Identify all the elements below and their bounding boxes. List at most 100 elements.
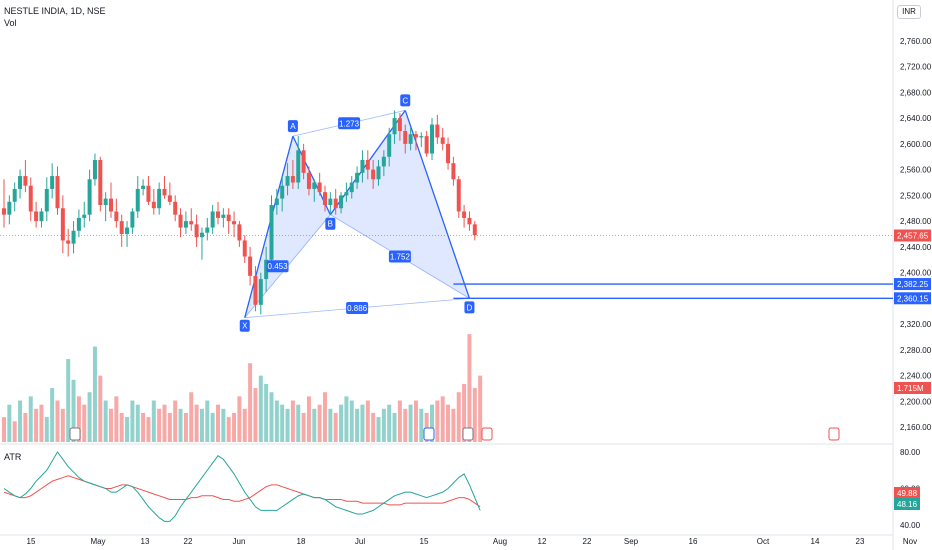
volume-bar xyxy=(280,404,285,442)
volume-bar xyxy=(312,408,317,442)
candle-body xyxy=(189,221,194,225)
price-tick-label: 2,640.00 xyxy=(900,114,932,123)
volume-bar xyxy=(173,400,178,442)
volume-bar xyxy=(285,408,290,442)
candle-body xyxy=(306,172,311,189)
candle-body xyxy=(242,240,247,257)
price-tick-label: 2,560.00 xyxy=(900,166,932,175)
price-level-label: 2,360.15 xyxy=(897,294,929,303)
price-tick-label: 2,480.00 xyxy=(900,217,932,226)
candle-body xyxy=(114,211,119,222)
candle-body xyxy=(472,224,477,236)
candle-body xyxy=(333,198,338,209)
volume-bar xyxy=(371,412,376,442)
candle-body xyxy=(344,192,349,196)
candle-body xyxy=(355,172,360,183)
pattern-ratio-badge xyxy=(338,117,361,130)
candle-body xyxy=(328,198,333,206)
time-tick-label: Oct xyxy=(757,537,770,546)
candle-body xyxy=(178,214,183,228)
volume-bar xyxy=(2,417,6,442)
volume-bar xyxy=(365,400,370,442)
volume-bar xyxy=(408,404,413,442)
pattern-leg xyxy=(244,135,294,318)
volume-bar xyxy=(462,383,467,442)
price-tick-label: 2,160.00 xyxy=(900,423,932,432)
candle-body xyxy=(103,198,108,206)
volume-bar xyxy=(258,375,263,442)
candle-body xyxy=(387,134,392,157)
candle-body xyxy=(280,185,285,199)
candle-body xyxy=(376,166,381,180)
volume-bar xyxy=(435,400,440,442)
currency-selector[interactable]: INR xyxy=(897,5,921,19)
volume-bar xyxy=(18,400,23,442)
pattern-point-label: C xyxy=(402,96,408,105)
candle-body xyxy=(424,136,429,154)
volume-bar xyxy=(60,408,65,442)
time-tick-label: Jun xyxy=(233,537,246,546)
pattern-ratio-label: 1.273 xyxy=(339,119,360,128)
candle-body xyxy=(237,224,242,241)
candle-body xyxy=(194,224,199,238)
candle-body xyxy=(87,179,92,215)
volume-bar xyxy=(151,400,156,442)
atr-value-tag xyxy=(894,498,920,510)
volume-bar xyxy=(71,379,76,442)
candle-body xyxy=(248,256,253,276)
candle-body xyxy=(232,221,237,225)
volume-bar xyxy=(381,408,386,442)
volume-bar xyxy=(355,408,360,442)
volume-bar xyxy=(82,404,87,442)
candle-body xyxy=(413,134,418,138)
volume-bar xyxy=(301,412,306,442)
pattern-ratio-label: 0.886 xyxy=(347,304,368,313)
volume-bar xyxy=(109,408,113,442)
candle-body xyxy=(39,211,44,222)
candle-body xyxy=(55,176,60,209)
candle-body xyxy=(467,217,472,225)
candle-body xyxy=(397,118,402,131)
candle-body xyxy=(76,217,81,231)
candle-body xyxy=(50,176,55,189)
time-tick-label: 14 xyxy=(811,537,820,546)
candle-body xyxy=(23,176,28,186)
volume-bar xyxy=(472,388,477,442)
candle-body xyxy=(130,211,135,228)
candle-body xyxy=(258,279,263,305)
candle-body xyxy=(119,221,124,234)
candle-body xyxy=(312,182,317,189)
candle-body xyxy=(290,176,295,183)
candle-body xyxy=(157,188,162,209)
atr-series-line xyxy=(3,451,481,522)
candle-body xyxy=(339,195,344,209)
time-tick-label: 18 xyxy=(297,537,306,546)
candle-body xyxy=(264,259,269,280)
candle-body xyxy=(125,227,130,234)
volume-bar xyxy=(274,400,279,442)
volume-bar xyxy=(50,388,55,442)
volume-bar xyxy=(253,388,258,442)
candle-body xyxy=(44,188,49,212)
pattern-point-badge xyxy=(239,319,250,332)
volume-bar xyxy=(269,392,274,442)
candle-body xyxy=(365,159,370,170)
event-marker xyxy=(423,427,435,441)
candle-body xyxy=(408,134,413,144)
pattern-point-badge xyxy=(325,217,336,230)
candle-body xyxy=(7,201,12,215)
candle-body xyxy=(381,156,386,167)
candle-body xyxy=(98,159,103,206)
price-level-label: 2,382.25 xyxy=(897,280,929,289)
volume-bar xyxy=(183,412,188,442)
time-tick-label: 16 xyxy=(689,537,698,546)
volume-bar xyxy=(119,412,124,442)
time-tick-label: 12 xyxy=(538,537,547,546)
volume-bar xyxy=(125,417,130,442)
time-tick-label: 23 xyxy=(856,537,865,546)
volume-bar xyxy=(248,363,253,442)
volume-bar xyxy=(451,408,456,442)
volume-bar xyxy=(76,396,81,442)
candle-body xyxy=(34,211,39,222)
